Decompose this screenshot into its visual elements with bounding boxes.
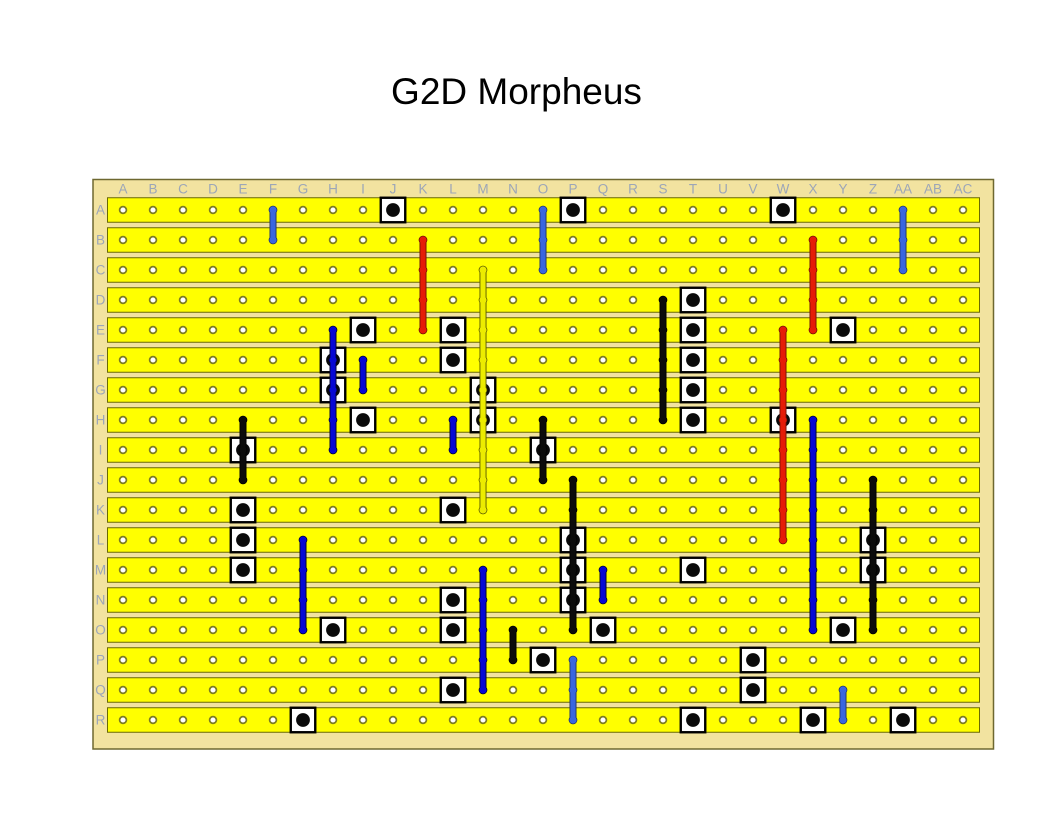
svg-text:O: O (538, 181, 549, 196)
svg-text:P: P (568, 181, 577, 196)
svg-text:Q: Q (95, 683, 106, 698)
svg-text:H: H (96, 413, 106, 428)
svg-text:G: G (298, 181, 309, 196)
svg-text:J: J (97, 473, 104, 488)
svg-text:Y: Y (838, 181, 847, 196)
svg-text:L: L (97, 533, 105, 548)
svg-text:X: X (808, 181, 817, 196)
svg-text:Z: Z (869, 181, 877, 196)
svg-text:T: T (689, 181, 697, 196)
svg-text:C: C (96, 263, 106, 278)
svg-text:I: I (99, 443, 103, 458)
svg-text:A: A (118, 181, 127, 196)
svg-text:M: M (477, 181, 488, 196)
svg-text:W: W (777, 181, 790, 196)
svg-text:S: S (658, 181, 667, 196)
svg-text:L: L (449, 181, 457, 196)
svg-text:B: B (96, 233, 105, 248)
svg-text:O: O (95, 623, 106, 638)
svg-text:K: K (96, 503, 105, 518)
svg-text:A: A (96, 203, 105, 218)
svg-text:E: E (96, 323, 105, 338)
svg-text:F: F (269, 181, 277, 196)
svg-text:V: V (748, 181, 757, 196)
svg-text:R: R (628, 181, 638, 196)
svg-text:D: D (96, 293, 106, 308)
svg-text:R: R (96, 713, 106, 728)
svg-text:F: F (96, 353, 104, 368)
svg-text:C: C (178, 181, 188, 196)
svg-text:AC: AC (954, 181, 973, 196)
svg-text:J: J (390, 181, 397, 196)
svg-text:U: U (718, 181, 728, 196)
svg-text:K: K (418, 181, 427, 196)
svg-text:AB: AB (924, 181, 942, 196)
svg-text:AA: AA (894, 181, 912, 196)
svg-text:N: N (96, 593, 106, 608)
svg-text:E: E (238, 181, 247, 196)
svg-text:D: D (208, 181, 218, 196)
svg-text:M: M (95, 563, 106, 578)
svg-text:P: P (96, 653, 105, 668)
svg-text:G: G (95, 383, 106, 398)
svg-text:H: H (328, 181, 338, 196)
svg-text:B: B (148, 181, 157, 196)
svg-text:I: I (361, 181, 365, 196)
svg-text:Q: Q (598, 181, 609, 196)
svg-text:N: N (508, 181, 518, 196)
